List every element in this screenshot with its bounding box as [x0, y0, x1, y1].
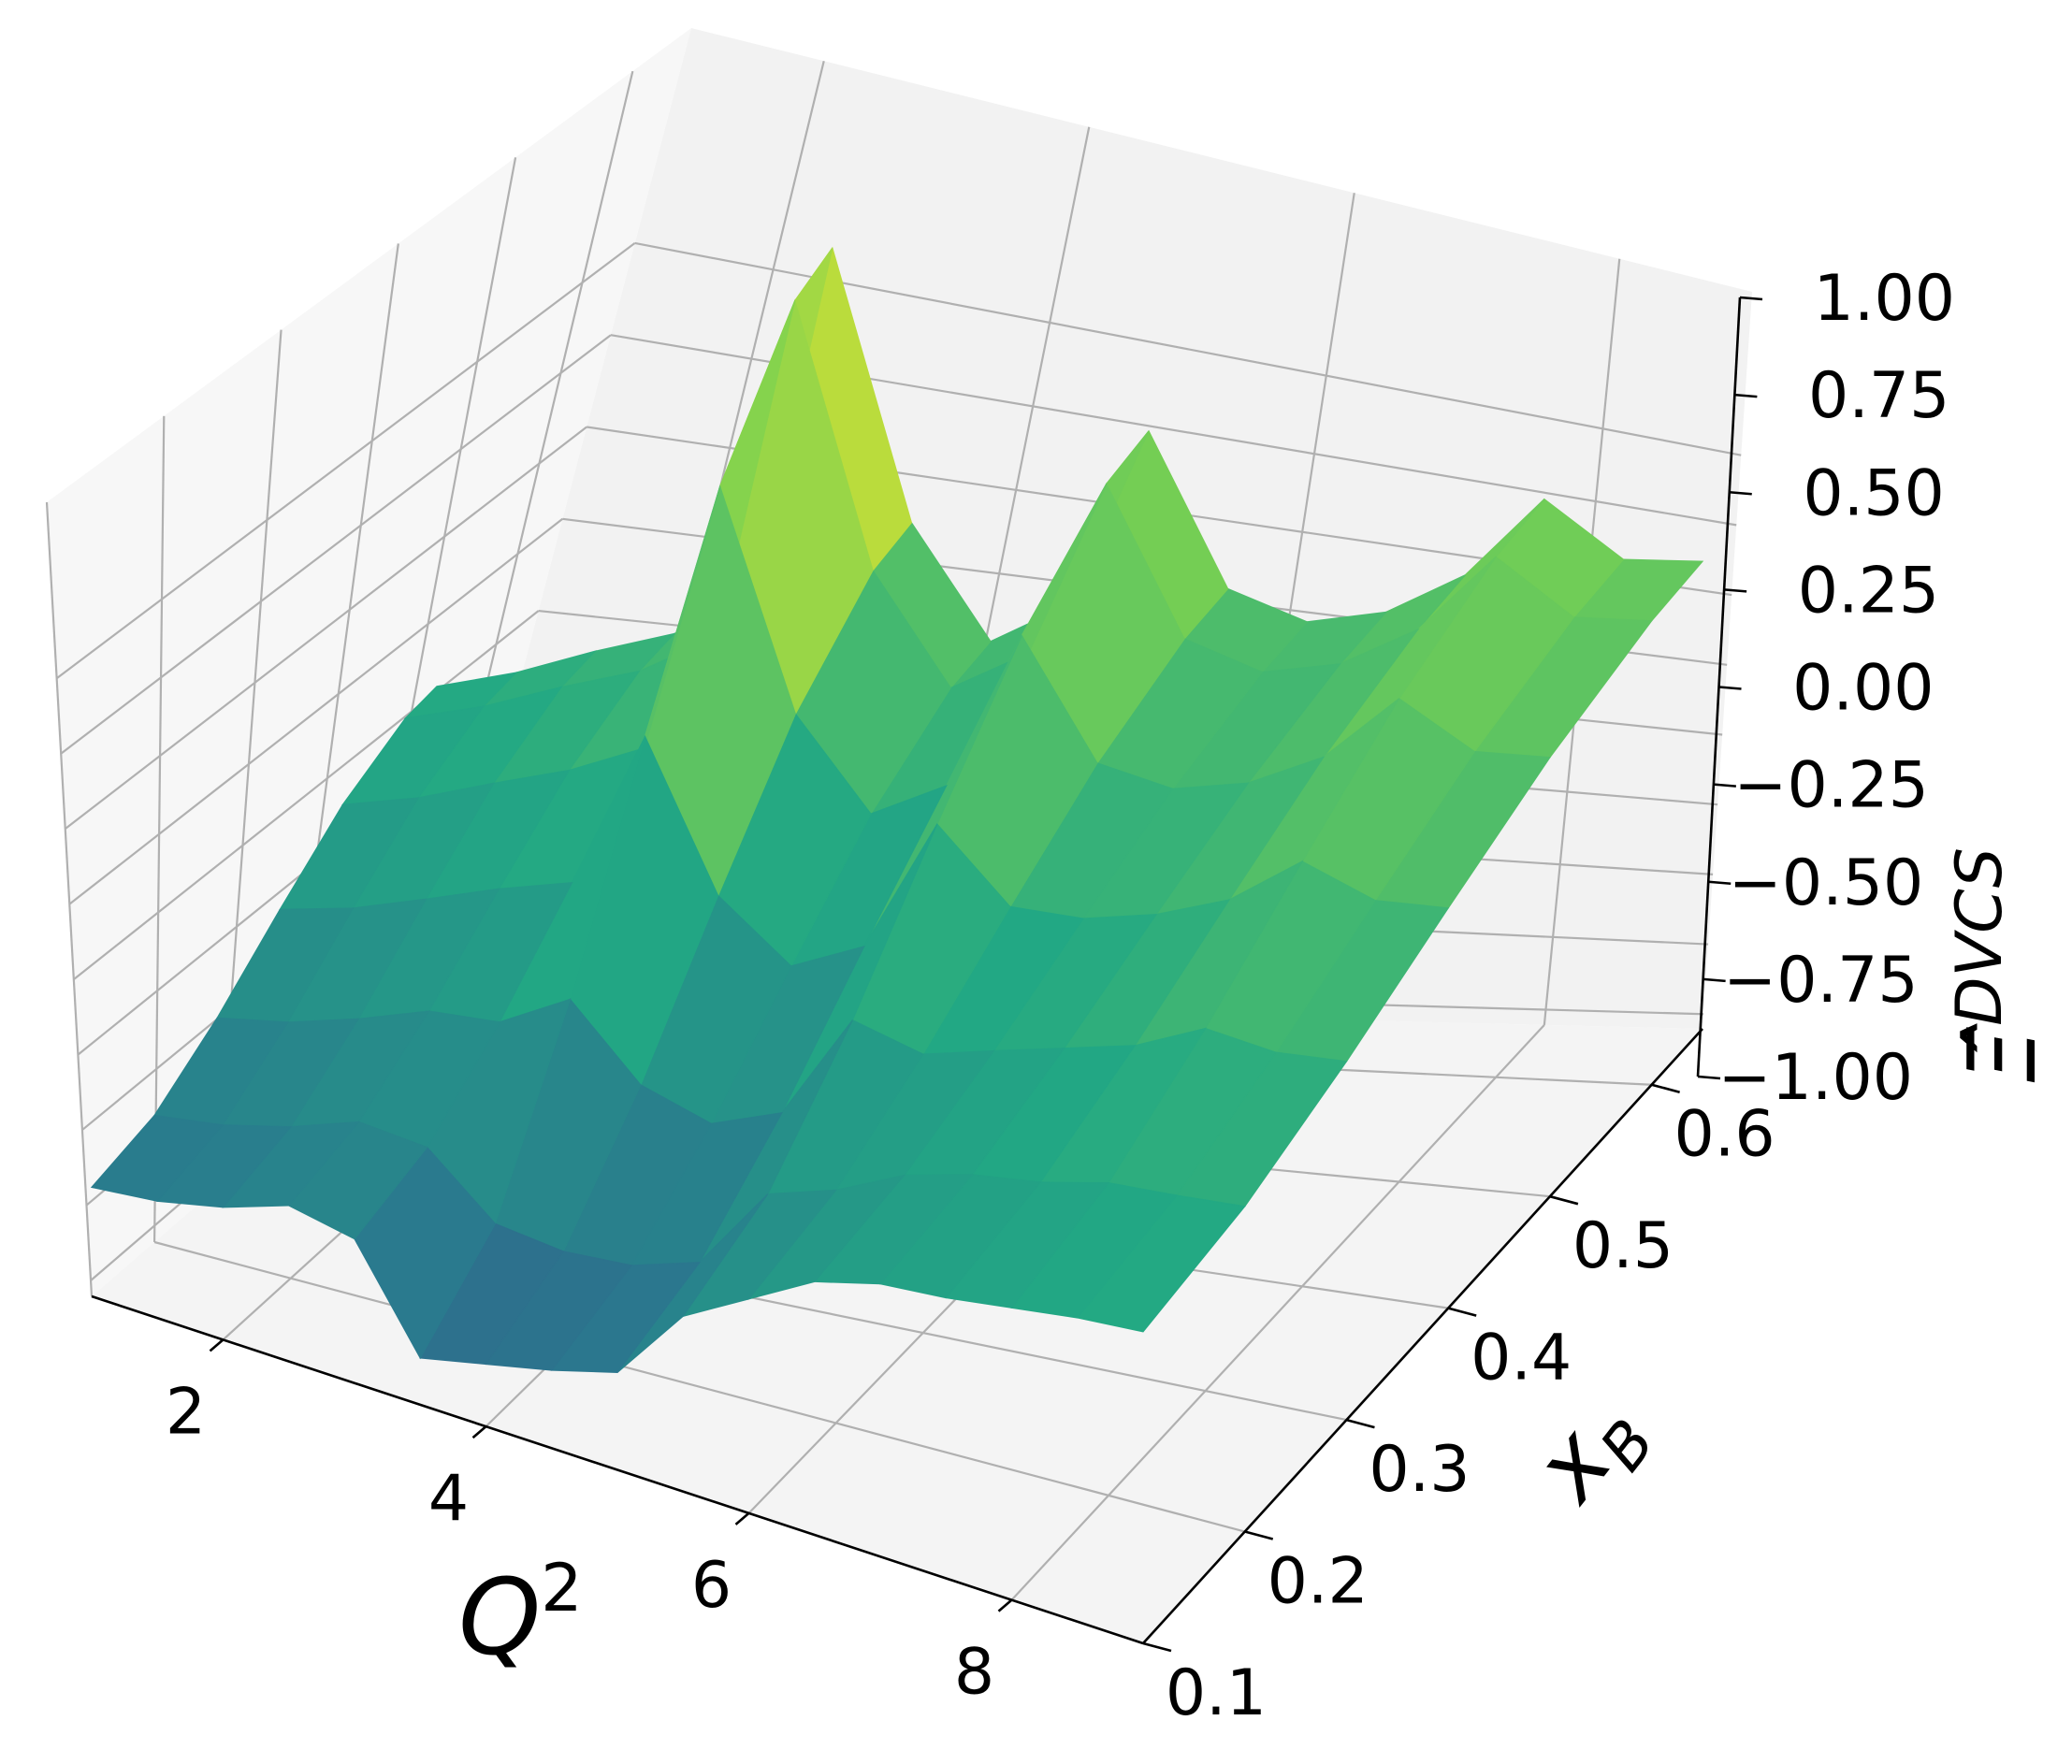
z-tick-label: −0.75 [1723, 944, 1918, 1018]
z-tick-label: 1.00 [1814, 262, 1955, 336]
z-tick-label: 0.25 [1798, 554, 1939, 628]
x-tick-1 [471, 1425, 487, 1439]
x-tick-label: 2 [166, 1375, 206, 1449]
x-tick-label: 4 [428, 1462, 469, 1536]
floor-grid-y-1 [153, 1240, 1246, 1533]
z-tick-3 [1713, 783, 1736, 788]
z-tick-1 [1703, 977, 1726, 983]
surface-plot [90, 246, 1704, 1373]
z-tick-label: 0.00 [1792, 652, 1934, 726]
z-tick-label: 0.75 [1808, 359, 1949, 433]
z-tick-5 [1724, 588, 1747, 593]
x-tick-0 [209, 1338, 225, 1352]
left-grid-z-6 [65, 426, 587, 831]
z-tick-label: 0.50 [1803, 456, 1944, 530]
y-tick-2 [1346, 1418, 1375, 1429]
left-pane [47, 28, 691, 1296]
z-tick-2 [1708, 880, 1731, 886]
z-tick-4 [1718, 686, 1742, 690]
z-tick-0 [1697, 1075, 1721, 1080]
floor-grid-x-3 [1010, 1024, 1545, 1601]
left-grid-z-4 [73, 610, 540, 980]
y-tick-label: 0.4 [1471, 1322, 1572, 1395]
z-axis-label: Ξ̂DVCS [1943, 847, 2057, 1085]
x-tick-3 [997, 1598, 1013, 1612]
x-axis-label-superscript: 2 [541, 1550, 583, 1627]
svg-text:xB: xB [1511, 1375, 1669, 1529]
y-tick-3 [1447, 1307, 1477, 1317]
left-grid-z-8 [55, 242, 636, 680]
left-grid-z-7 [60, 334, 612, 755]
z-tick-label: −0.25 [1733, 749, 1928, 823]
y-axis-label: xB [1511, 1375, 1669, 1529]
left-grid-y-1 [152, 415, 166, 1243]
y-tick-label: 0.5 [1572, 1209, 1674, 1283]
x-tick-label: 8 [954, 1636, 994, 1710]
y-tick-0 [1142, 1641, 1172, 1653]
x-tick-2 [734, 1511, 750, 1525]
left-grid-z-5 [68, 517, 564, 905]
left-grid-y-0 [45, 501, 94, 1297]
z-tick-6 [1729, 490, 1752, 496]
z-tick-8 [1739, 296, 1763, 301]
x-axis-line [91, 1294, 1144, 1645]
z-tick-7 [1734, 393, 1758, 398]
x-axis-label: Q2 [458, 1550, 583, 1679]
surface-facet [90, 1114, 225, 1202]
z-tick-label: −0.50 [1729, 846, 1923, 920]
z-axis-label-subscript: DVCS [1943, 847, 2017, 1026]
x-tick-label: 6 [691, 1549, 732, 1623]
y-tick-label: 0.1 [1166, 1656, 1267, 1730]
y-tick-4 [1549, 1194, 1579, 1206]
z-tick-label: −1.00 [1718, 1041, 1913, 1115]
y-tick-label: 0.6 [1674, 1098, 1775, 1172]
y-tick-label: 0.3 [1369, 1433, 1470, 1507]
y-tick-label: 0.2 [1268, 1545, 1369, 1619]
y-tick-1 [1244, 1530, 1274, 1540]
y-axis-line [1142, 1028, 1703, 1644]
y-tick-5 [1651, 1083, 1680, 1093]
svg-text:Ξ̂DVCS: Ξ̂DVCS [1943, 847, 2057, 1085]
